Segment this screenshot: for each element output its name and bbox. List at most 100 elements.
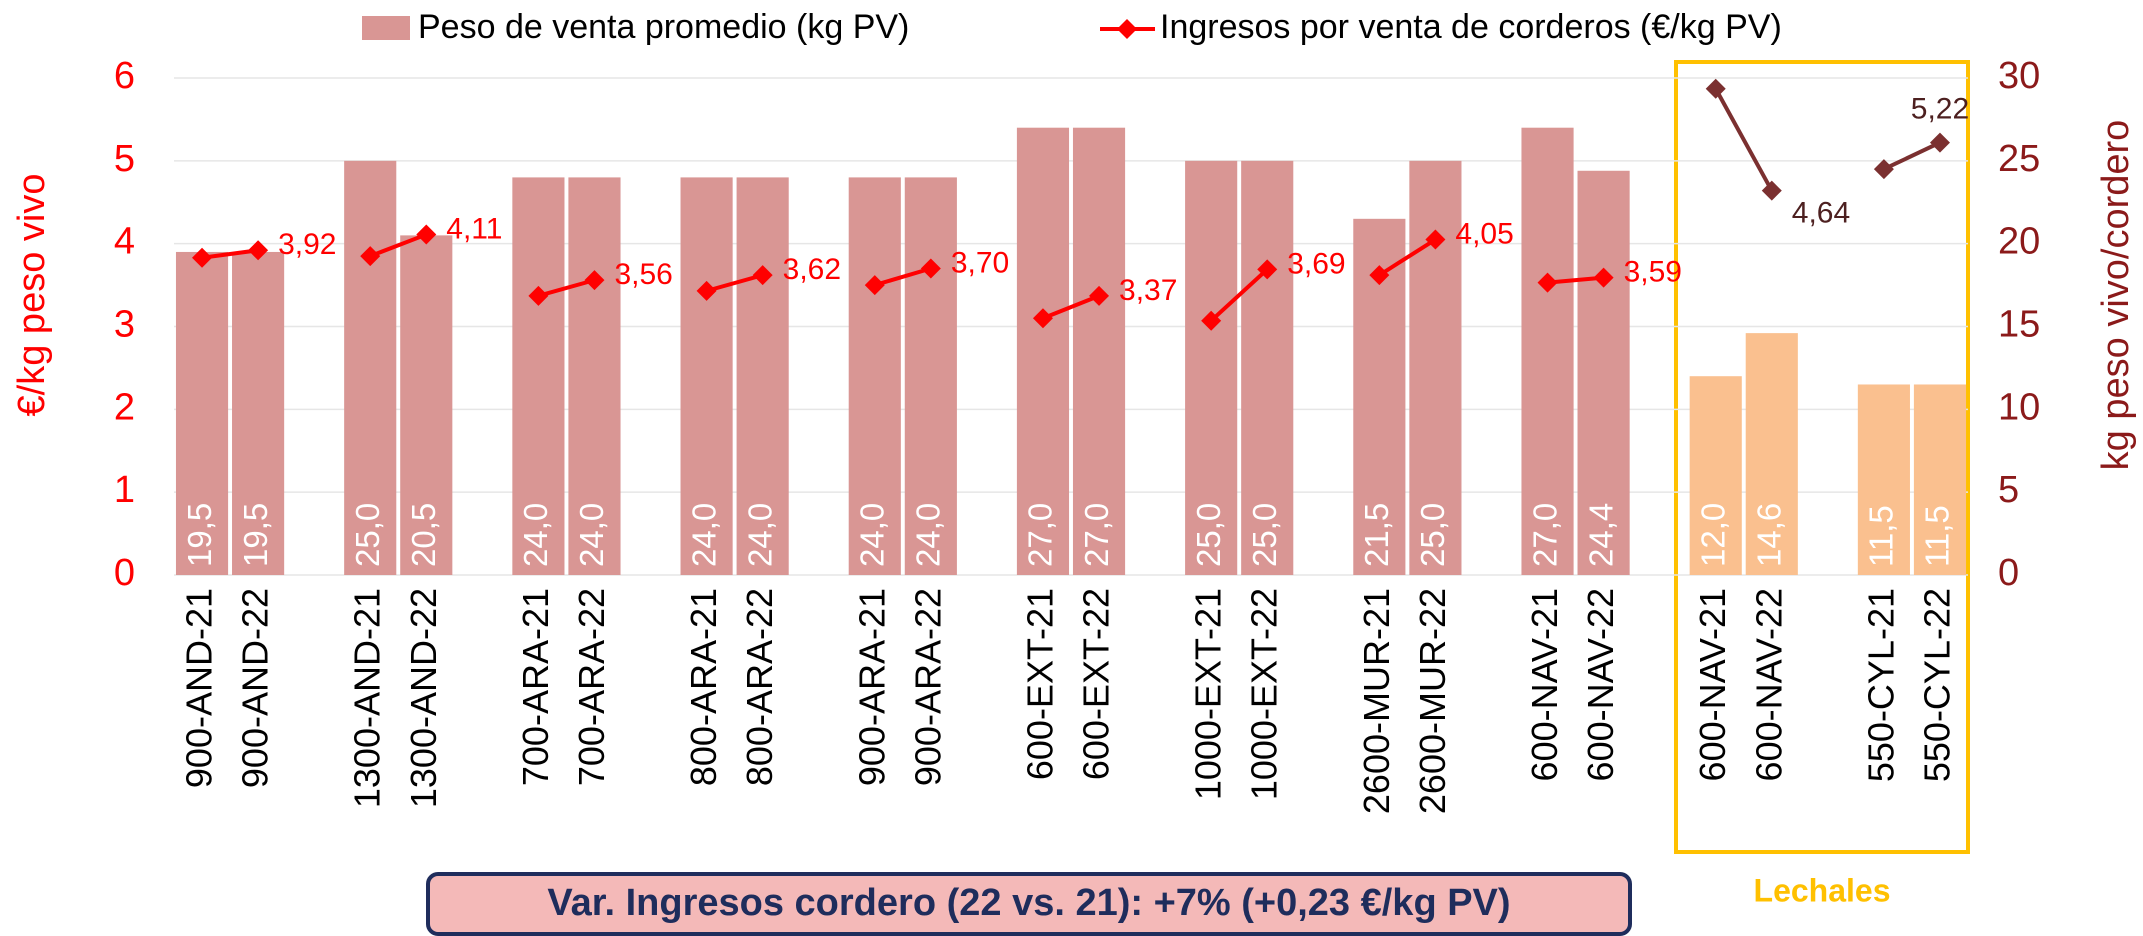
bar-value-label: 24,0 xyxy=(910,503,947,567)
bar-value-label: 27,0 xyxy=(1078,503,1115,567)
bar-value-label: 20,5 xyxy=(405,503,442,567)
bar-value-label: 25,0 xyxy=(349,503,386,567)
line-marker xyxy=(1201,310,1222,331)
line-marker xyxy=(864,275,885,296)
line-marker xyxy=(1705,78,1726,99)
bar-value-label: 24,0 xyxy=(573,503,610,567)
y2-axis-title: kg peso vivo/cordero xyxy=(2095,120,2137,471)
y2-tick-label: 10 xyxy=(1998,386,2040,428)
line-marker xyxy=(248,240,269,261)
x-tick-label: 600-NAV-22 xyxy=(1580,588,1621,781)
line-marker xyxy=(752,265,773,286)
x-tick-label: 2600-MUR-21 xyxy=(1356,588,1397,814)
y2-tick-label: 30 xyxy=(1998,55,2040,97)
line-marker xyxy=(1257,259,1278,280)
legend-swatch xyxy=(362,16,410,40)
x-tick-label: 700-ARA-22 xyxy=(571,588,612,786)
x-tick-label: 600-NAV-21 xyxy=(1692,588,1733,781)
bar xyxy=(568,177,621,575)
line-marker xyxy=(1593,267,1614,288)
bar-value-label: 25,0 xyxy=(1246,503,1283,567)
line-marker xyxy=(584,270,605,291)
bar-value-label: 24,0 xyxy=(685,503,722,567)
line-value-label: 3,59 xyxy=(1624,256,1682,289)
bar-value-label: 24,0 xyxy=(854,503,891,567)
bar-value-label: 11,5 xyxy=(1863,505,1900,567)
line-marker xyxy=(416,224,437,245)
line-marker xyxy=(1369,265,1390,286)
line-marker xyxy=(1761,180,1782,201)
line xyxy=(706,273,764,293)
bar xyxy=(1857,384,1910,575)
bar-value-label: 21,5 xyxy=(1358,503,1395,567)
y-tick-label: 6 xyxy=(114,55,135,97)
bar xyxy=(1745,333,1798,575)
bar-value-label: 25,0 xyxy=(1414,503,1451,567)
x-tick-label: 600-EXT-21 xyxy=(1019,588,1060,780)
line xyxy=(369,232,427,258)
bar xyxy=(1185,160,1238,576)
x-tick-label: 700-ARA-21 xyxy=(515,588,556,786)
bar-value-label: 12,0 xyxy=(1694,503,1731,567)
line-marker xyxy=(696,280,717,301)
bar xyxy=(344,160,397,576)
bar xyxy=(1072,127,1126,575)
y-tick-label: 2 xyxy=(114,386,135,428)
line-value-label: 3,37 xyxy=(1119,274,1177,307)
y2-tick-label: 0 xyxy=(1998,552,2019,594)
bar xyxy=(1241,160,1294,576)
line-value-label: 5,22 xyxy=(1911,93,1969,126)
x-tick-label: 1000-EXT-21 xyxy=(1188,588,1229,800)
line-marker xyxy=(1032,308,1053,329)
line-marker xyxy=(192,247,213,268)
line-value-label: 3,69 xyxy=(1287,247,1345,280)
x-tick-label: 900-ARA-22 xyxy=(907,588,948,786)
line-value-label: 4,05 xyxy=(1455,217,1513,250)
bar xyxy=(512,177,565,575)
x-tick-label: 550-CYL-22 xyxy=(1916,588,1957,782)
line xyxy=(201,248,259,260)
x-tick-label: 2600-MUR-22 xyxy=(1412,588,1453,814)
bar xyxy=(1016,127,1070,575)
x-tick-label: 1300-AND-22 xyxy=(403,588,444,808)
x-tick-label: 900-AND-21 xyxy=(179,588,220,788)
y-tick-label: 1 xyxy=(114,469,135,511)
bar xyxy=(1521,127,1574,575)
legend-label: Peso de venta promedio (kg PV) xyxy=(418,8,909,46)
x-tick-label: 1000-EXT-22 xyxy=(1244,588,1285,800)
lechales-box xyxy=(1674,60,1970,854)
line xyxy=(1883,140,1941,171)
y-tick-label: 0 xyxy=(114,552,135,594)
line xyxy=(1713,87,1774,192)
line-value-label: 3,70 xyxy=(951,246,1009,279)
bar xyxy=(1913,384,1967,575)
y-tick-label: 5 xyxy=(114,138,135,180)
bar xyxy=(736,177,789,575)
line-value-label: 4,11 xyxy=(446,212,502,245)
y2-tick-label: 15 xyxy=(1998,304,2040,346)
legend-label: Ingresos por venta de corderos (€/kg PV) xyxy=(1160,8,1782,46)
line-marker xyxy=(1537,272,1558,293)
line-value-label: 3,92 xyxy=(278,228,336,261)
bar-value-label: 25,0 xyxy=(1190,503,1227,567)
line-marker xyxy=(360,246,381,267)
bar-value-label: 27,0 xyxy=(1526,503,1563,567)
bar-value-label: 24,0 xyxy=(517,503,554,567)
y2-tick-label: 20 xyxy=(1998,221,2040,263)
bar-value-label: 19,5 xyxy=(181,503,218,567)
line xyxy=(874,266,932,288)
bar-value-label: 11,5 xyxy=(1919,505,1956,567)
legend-marker xyxy=(1117,19,1137,39)
y2-tick-label: 5 xyxy=(1998,469,2019,511)
bar-value-label: 24,4 xyxy=(1582,503,1619,567)
line xyxy=(537,278,596,298)
y-tick-label: 3 xyxy=(114,304,135,346)
line-marker xyxy=(1089,285,1110,306)
line-marker xyxy=(1873,159,1894,180)
x-tick-label: 800-ARA-22 xyxy=(739,588,780,786)
bar-value-label: 27,0 xyxy=(1022,503,1059,567)
bar-value-label: 24,0 xyxy=(741,503,778,567)
bar xyxy=(232,251,285,575)
summary-text: Var. Ingresos cordero (22 vs. 21): +7% (… xyxy=(547,882,1510,924)
